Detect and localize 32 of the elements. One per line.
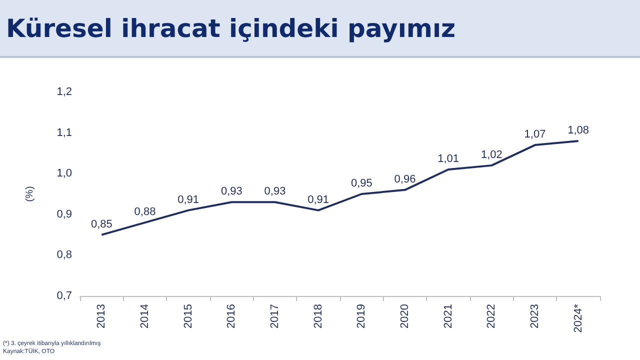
x-tick-label: 2024* — [572, 303, 584, 333]
data-label: 0,88 — [134, 206, 156, 218]
data-label: 1,07 — [524, 128, 546, 141]
chart-title: Küresel ihracat içindeki payımız — [6, 14, 456, 43]
x-tick-label: 2013 — [96, 304, 108, 328]
data-label: 0,91 — [308, 194, 330, 206]
x-tick-label: 2018 — [312, 304, 324, 328]
y-tick-label: 0,9 — [56, 208, 72, 220]
data-label: 1,08 — [568, 124, 590, 136]
x-tick-label: 2017 — [269, 304, 281, 328]
x-tick-label: 2019 — [356, 304, 368, 328]
y-axis-title: (%) — [24, 186, 36, 202]
y-tick-label: 1,0 — [56, 168, 72, 180]
data-label: 1,02 — [480, 148, 502, 161]
data-label: 0,91 — [178, 194, 200, 206]
x-tick-label: 2021 — [442, 304, 454, 328]
x-tick-label: 2022 — [486, 304, 498, 328]
data-label: 0,95 — [350, 178, 372, 190]
data-label: 0,93 — [264, 186, 286, 198]
y-tick-label: 0,8 — [56, 249, 72, 262]
data-label: 0,96 — [394, 173, 416, 186]
data-label: 0,93 — [220, 186, 242, 198]
data-label: 1,01 — [438, 153, 460, 166]
data-label: 0,85 — [90, 218, 112, 230]
y-tick-label: 0,7 — [56, 290, 72, 302]
x-tick-label: 2016 — [226, 304, 238, 328]
x-tick-label: 2014 — [139, 304, 151, 328]
x-tick-label: 2015 — [182, 304, 194, 328]
y-tick-label: 1,2 — [56, 86, 72, 98]
x-tick-label: 2020 — [399, 304, 411, 328]
y-tick-label: 1,1 — [56, 126, 72, 139]
x-tick-label: 2023 — [529, 304, 541, 328]
